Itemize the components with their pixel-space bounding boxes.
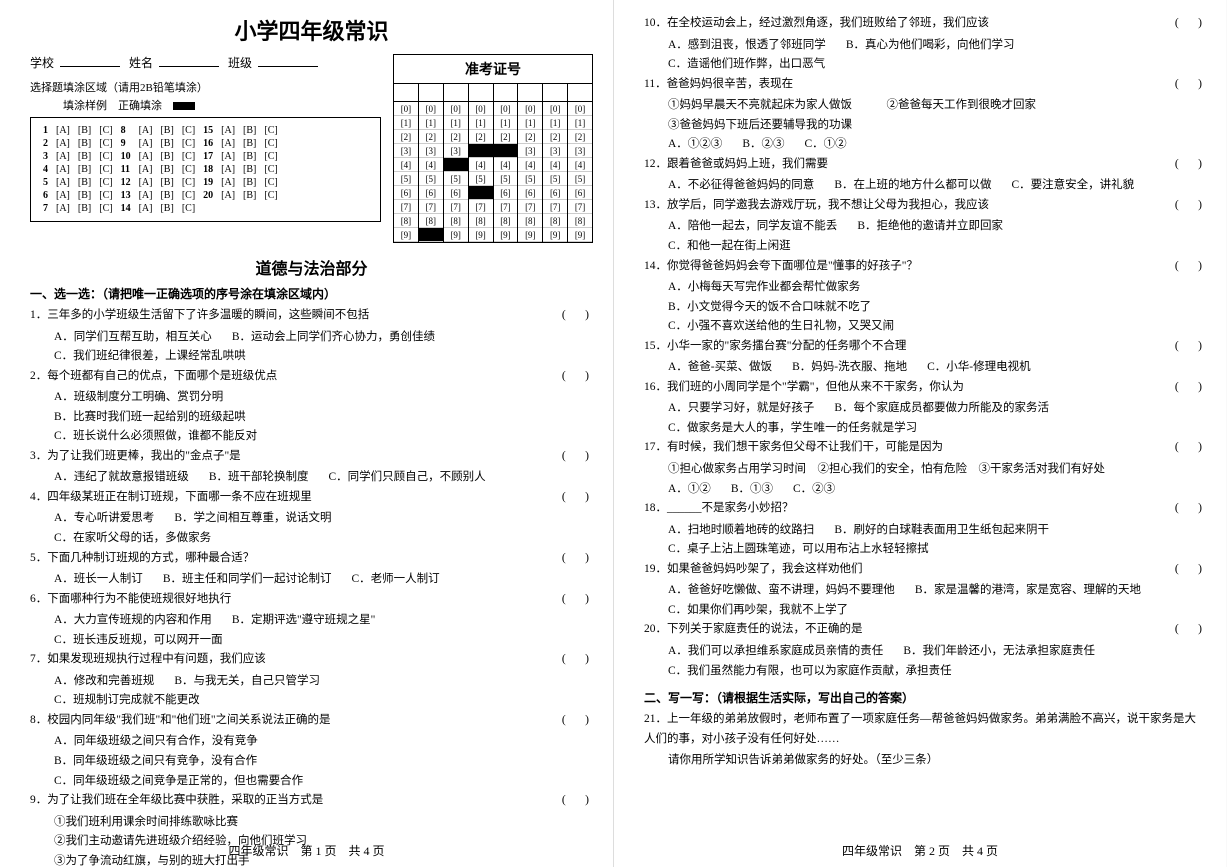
- q21-num: 21．: [644, 713, 667, 725]
- answer-grid: 1[A][B][C]8[A][B][C]15[A][B][C]2[A][B][C…: [30, 117, 381, 222]
- sample-label: 填涂样例: [63, 100, 107, 112]
- question: 2．每个班都有自己的优点，下面哪个是班级优点( ): [30, 367, 593, 387]
- footer-1: 四年级常识 第 1 页 共 4 页: [0, 842, 613, 859]
- question: 9．为了让我们班在全年级比赛中获胜，采取的正当方式是( ): [30, 791, 593, 811]
- fill-instruction-1: 选择题填涂区域（请用2B铅笔填涂）: [30, 79, 381, 95]
- page-1: 小学四年级常识 学校 姓名 班级 选择题填涂区域（请用2B铅笔填涂） 填涂样例 …: [0, 0, 613, 867]
- question: 6．下面哪种行为不能使班规很好地执行( ): [30, 590, 593, 610]
- question: 14．你觉得爸爸妈妈会夸下面哪位是"懂事的好孩子"？( ): [644, 257, 1206, 277]
- question: 5．下面几种制订班规的方式，哪种最合适？( ): [30, 549, 593, 569]
- question: 4．四年级某班正在制订班规，下面哪一条不应在班规里( ): [30, 488, 593, 508]
- question: 17．有时候，我们想干家务但父母不让我们干，可能是因为( ): [644, 438, 1206, 458]
- name-label: 姓名: [129, 56, 153, 70]
- question-21: 21．上一年级的弟弟放假时，老师布置了一项家庭任务—帮爸爸妈妈做家务。弟弟满脸不…: [644, 710, 1206, 749]
- question: 7．如果发现班规执行过程中有问题，我们应该( ): [30, 650, 593, 670]
- left-top-block: 学校 姓名 班级 选择题填涂区域（请用2B铅笔填涂） 填涂样例 正确填涂 1[A…: [30, 54, 381, 222]
- question: 11．爸爸妈妈很辛苦，表现在( ): [644, 75, 1206, 95]
- exam-number-box: 准考证号 [0][1][2][3][4][5][6][7][8][9][0][1…: [393, 54, 593, 243]
- school-label: 学校: [30, 56, 54, 70]
- class-blank: [258, 66, 318, 67]
- questions-right: 10．在全校运动会上，经过激烈角逐，我们班败给了邻班，我们应该( )A．感到沮丧…: [644, 14, 1206, 681]
- question: 3．为了让我们班更棒，我出的"金点子"是( ): [30, 447, 593, 467]
- q21-stem: 上一年级的弟弟放假时，老师布置了一项家庭任务—帮爸爸妈妈做家务。弟弟满脸不高兴，…: [644, 713, 1196, 745]
- correct-label: 正确填涂: [118, 100, 162, 112]
- q21-tail: 请你用所学知识告诉弟弟做家务的好处。（至少三条）: [644, 751, 1206, 771]
- page-2: 10．在全校运动会上，经过激烈角逐，我们班败给了邻班，我们应该( )A．感到沮丧…: [613, 0, 1226, 867]
- question: 15．小华一家的"家务擂台赛"分配的任务哪个不合理( ): [644, 337, 1206, 357]
- name-blank: [159, 66, 219, 67]
- fill-instruction-2: 填涂样例 正确填涂: [30, 97, 381, 113]
- question: 12．跟着爸爸或妈妈上班，我们需要( ): [644, 155, 1206, 175]
- student-info: 学校 姓名 班级: [30, 54, 381, 71]
- question: 19．如果爸爸妈妈吵架了，我会这样劝他们( ): [644, 560, 1206, 580]
- exam-title: 小学四年级常识: [30, 14, 593, 46]
- class-label: 班级: [228, 56, 252, 70]
- fill-sample-box: [173, 102, 195, 110]
- section-title: 道德与法治部分: [30, 255, 593, 279]
- footer-2: 四年级常识 第 2 页 共 4 页: [614, 842, 1226, 859]
- question: 13．放学后，同学邀我去游戏厅玩，我不想让父母为我担心，我应该( ): [644, 196, 1206, 216]
- part2-heading: 二、写一写：（请根据生活实际，写出自己的答案）: [644, 689, 1206, 706]
- part1-heading: 一、选一选：（请把唯一正确选项的序号涂在填涂区域内）: [30, 285, 593, 302]
- question: 16．我们班的小周同学是个"学霸"，但他从来不干家务，你认为( ): [644, 378, 1206, 398]
- question: 18．______不是家务小妙招？( ): [644, 499, 1206, 519]
- questions-left: 1．三年多的小学班级生活留下了许多温暖的瞬间，这些瞬间不包括( )A．同学们互帮…: [30, 306, 593, 867]
- answer-grid-table: 1[A][B][C]8[A][B][C]15[A][B][C]2[A][B][C…: [39, 124, 282, 215]
- question: 1．三年多的小学班级生活留下了许多温暖的瞬间，这些瞬间不包括( ): [30, 306, 593, 326]
- question: 20．下列关于家庭责任的说法，不正确的是( ): [644, 620, 1206, 640]
- exam-number-grid: [0][1][2][3][4][5][6][7][8][9][0][1][2][…: [394, 84, 592, 242]
- school-blank: [60, 66, 120, 67]
- top-area: 学校 姓名 班级 选择题填涂区域（请用2B铅笔填涂） 填涂样例 正确填涂 1[A…: [30, 54, 593, 243]
- question: 10．在全校运动会上，经过激烈角逐，我们班败给了邻班，我们应该( ): [644, 14, 1206, 34]
- exam-number-title: 准考证号: [394, 55, 592, 84]
- question: 8．校园内同年级"我们班"和"他们班"之间关系说法正确的是( ): [30, 711, 593, 731]
